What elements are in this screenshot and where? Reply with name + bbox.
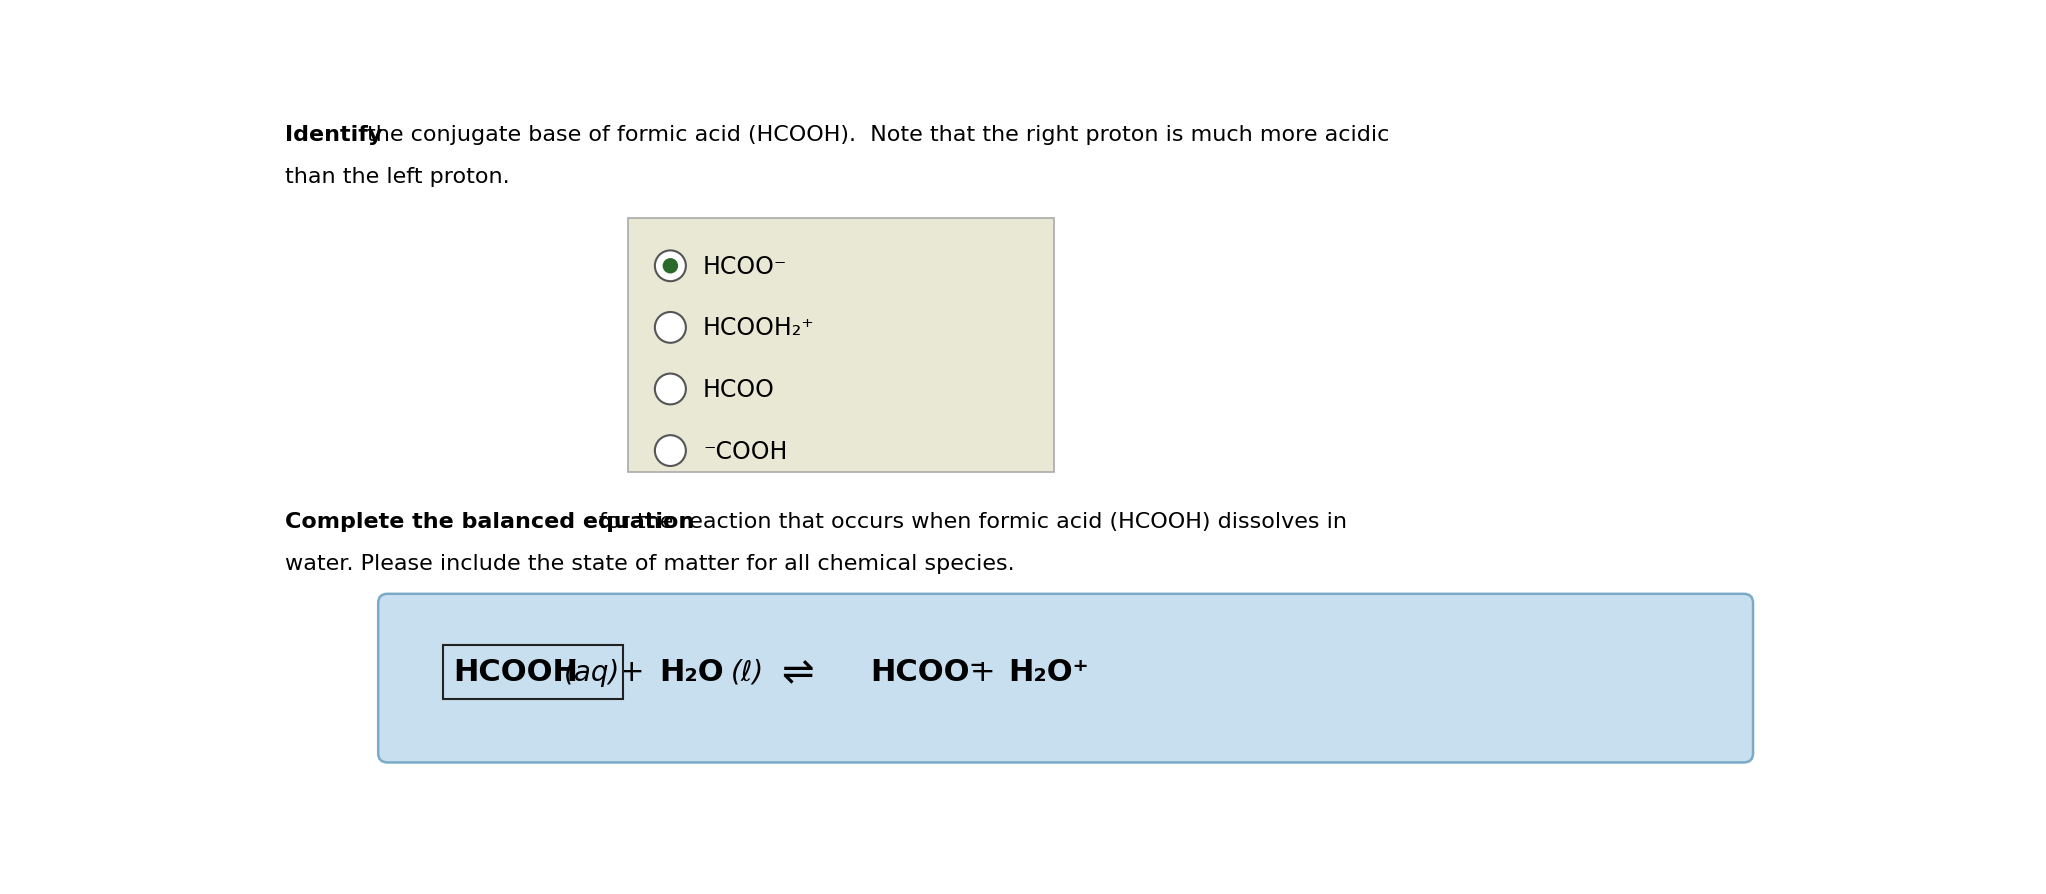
Text: HCOO⁻: HCOO⁻ xyxy=(870,658,986,687)
Text: ⁻COOH: ⁻COOH xyxy=(704,439,788,463)
FancyBboxPatch shape xyxy=(628,219,1054,473)
Text: than the left proton.: than the left proton. xyxy=(284,167,509,187)
Text: (ℓ): (ℓ) xyxy=(730,658,763,687)
Text: Complete the balanced equation: Complete the balanced equation xyxy=(284,511,694,531)
Text: H₂O⁺: H₂O⁺ xyxy=(1009,658,1088,687)
Text: +: + xyxy=(970,658,994,687)
Text: ⇌: ⇌ xyxy=(782,654,814,691)
Text: Identify: Identify xyxy=(284,125,383,145)
Text: the conjugate base of formic acid (HCOOH).  Note that the right proton is much m: the conjugate base of formic acid (HCOOH… xyxy=(366,125,1389,145)
Text: +: + xyxy=(620,658,644,687)
Text: HCOOH₂⁺: HCOOH₂⁺ xyxy=(704,316,814,340)
Text: (aq): (aq) xyxy=(563,658,620,687)
Text: for the reaction that occurs when formic acid (HCOOH) dissolves in: for the reaction that occurs when formic… xyxy=(599,511,1346,531)
Text: HCOO⁻: HCOO⁻ xyxy=(704,255,788,278)
Text: HCOO: HCOO xyxy=(704,377,775,401)
Circle shape xyxy=(655,435,685,467)
FancyBboxPatch shape xyxy=(379,595,1753,763)
Circle shape xyxy=(655,251,685,282)
Circle shape xyxy=(663,258,677,274)
Text: H₂O: H₂O xyxy=(659,658,724,687)
Text: HCOOH: HCOOH xyxy=(454,658,579,687)
Circle shape xyxy=(655,313,685,343)
Circle shape xyxy=(655,375,685,405)
Text: water. Please include the state of matter for all chemical species.: water. Please include the state of matte… xyxy=(284,553,1015,573)
